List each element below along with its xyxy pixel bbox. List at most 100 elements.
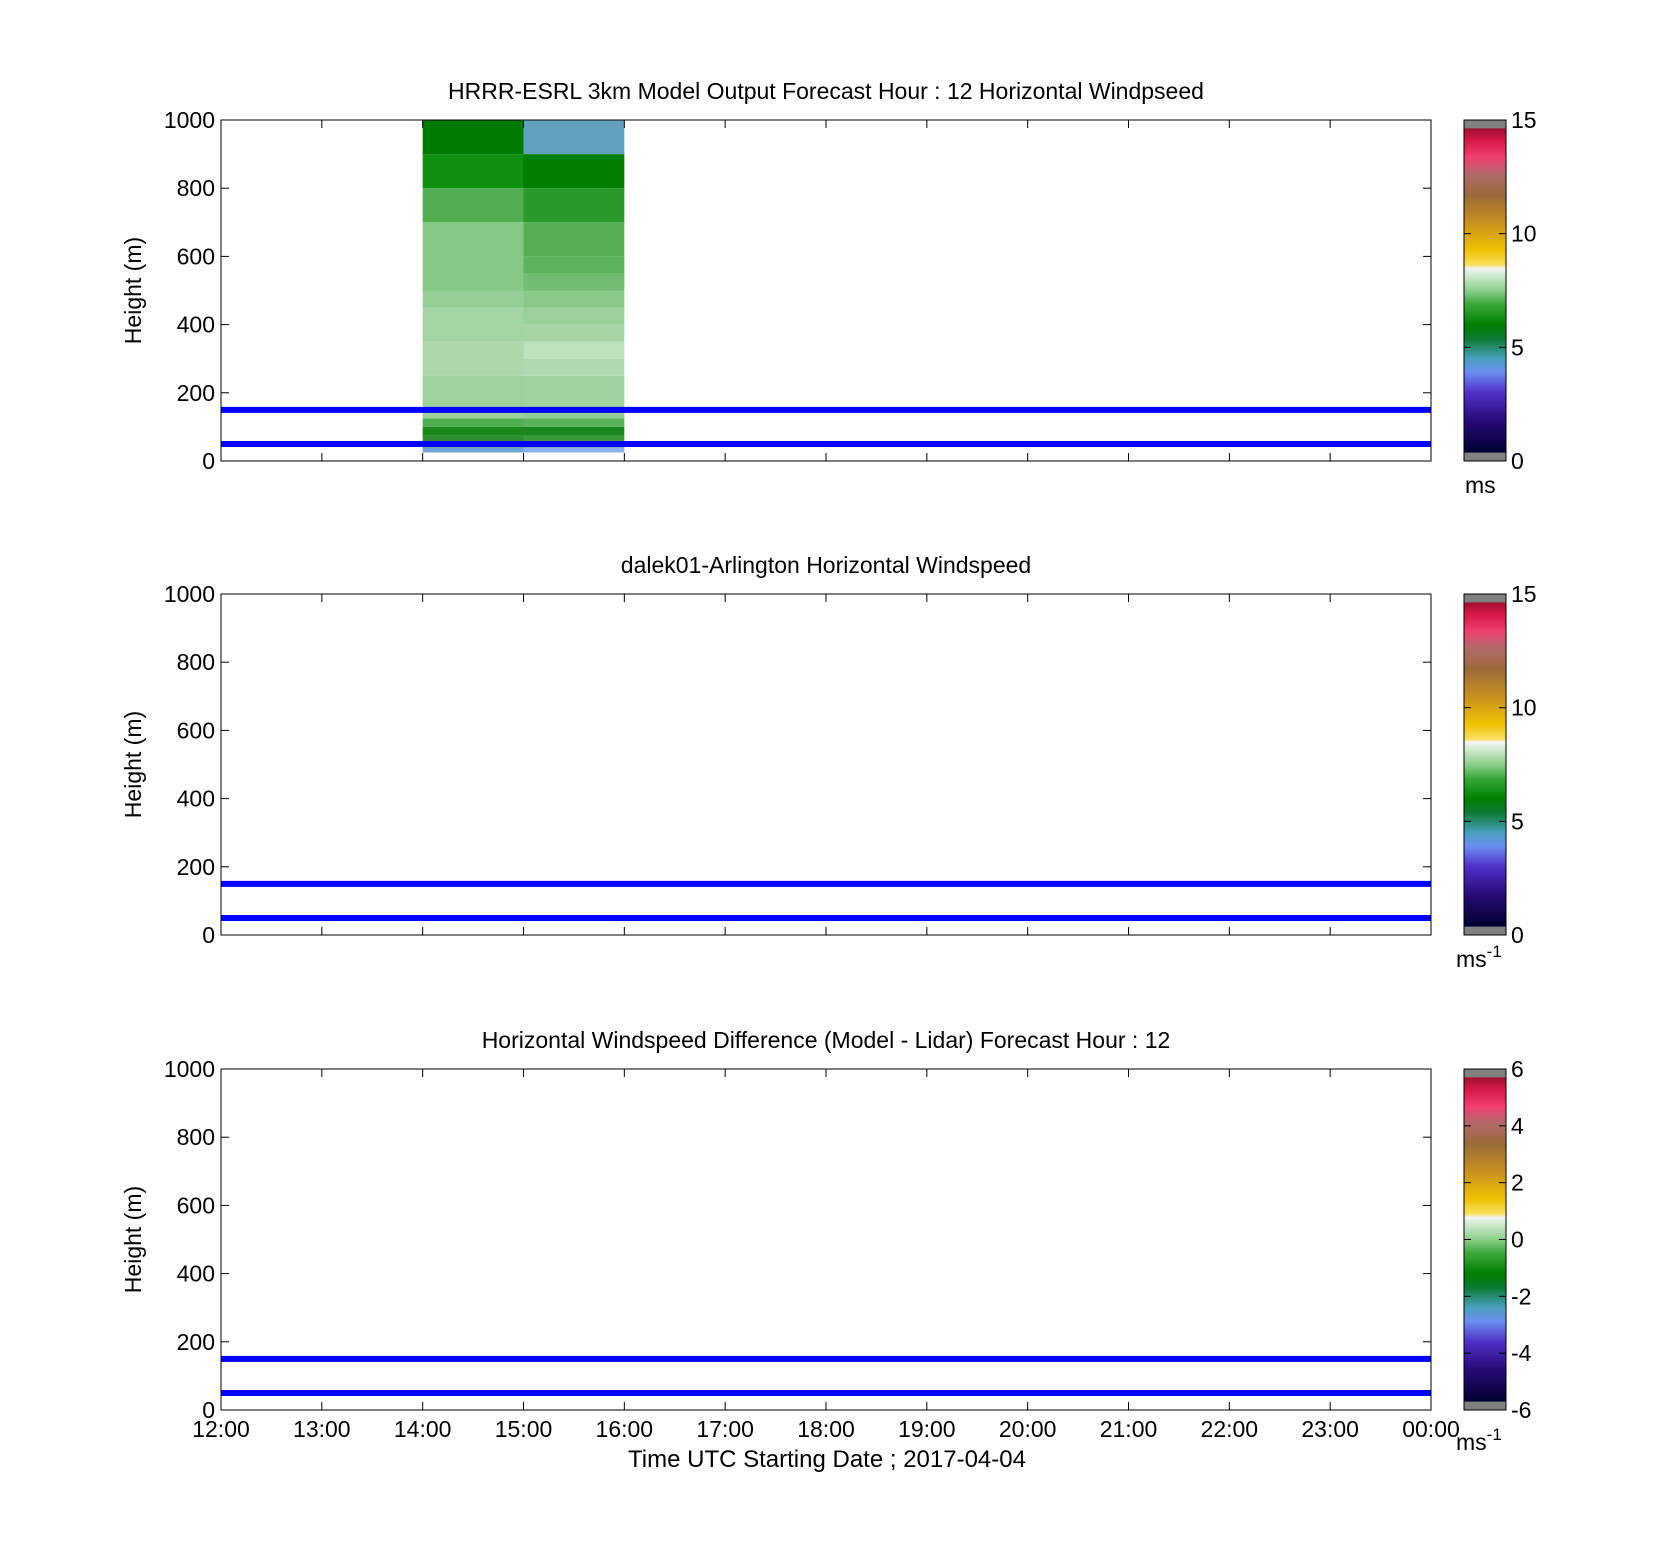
colorbar-tick-label: 0	[1511, 448, 1524, 474]
colorbar-gradient	[1463, 593, 1507, 936]
heatmap-cell	[422, 418, 524, 427]
colorbar-ticks: -6 -4 -2 0 2 4 6	[1464, 1056, 1532, 1423]
colorbar-gradient	[1463, 119, 1507, 462]
heatmap-cell	[422, 154, 524, 189]
colorbar-unit: ms-1	[1456, 942, 1502, 972]
x-axis-label: Time UTC Starting Date ; 2017-04-04	[628, 1446, 1026, 1473]
x-tick-label: 21:00	[1100, 1416, 1158, 1442]
heatmap-cell	[422, 341, 524, 376]
y-tick-label: 400	[177, 1261, 215, 1287]
y-axis-label: Height (m)	[120, 237, 146, 344]
heatmap-cell	[523, 409, 625, 419]
heatmap-cell	[523, 273, 625, 291]
reference-lines	[221, 1355, 1431, 1396]
colorbar: 0 5 10 15 ms	[1463, 107, 1537, 498]
colorbar-tick-label: 15	[1511, 107, 1537, 133]
heatmap-cell	[523, 120, 625, 155]
colorbar-tick-label: 2	[1511, 1170, 1524, 1196]
heatmap-cell	[422, 447, 524, 453]
colorbar-tick-label: 5	[1511, 808, 1524, 834]
y-tick-label: 1000	[164, 581, 215, 607]
colorbar-tick-label: -4	[1511, 1340, 1532, 1366]
y-tick-label: 600	[177, 717, 215, 743]
heatmap-cell	[523, 341, 625, 359]
y-tick-label: 600	[177, 1192, 215, 1218]
heatmap-cell	[422, 222, 524, 291]
y-axis-label: Height (m)	[120, 1186, 146, 1293]
x-axis	[220, 594, 1432, 935]
y-tick-label: 1000	[164, 1056, 215, 1082]
x-tick-label: 23:00	[1301, 1416, 1359, 1442]
lidar-windspeed-panel: dalek01-Arlington Horizontal Windspeed H…	[120, 552, 1537, 972]
y-tick-label: 400	[177, 786, 215, 812]
x-axis	[220, 120, 1432, 461]
colorbar-tick-label: -6	[1511, 1397, 1531, 1423]
heatmap-cell	[422, 188, 524, 223]
x-tick-label: 22:00	[1201, 1416, 1259, 1442]
panel-title: HRRR-ESRL 3km Model Output Forecast Hour…	[448, 78, 1204, 104]
colorbar-tick-label: -2	[1511, 1283, 1531, 1309]
colorbar-tick-label: 0	[1511, 1227, 1524, 1253]
panel-title: Horizontal Windspeed Difference (Model -…	[482, 1027, 1171, 1053]
y-tick-label: 600	[177, 243, 215, 269]
heatmap-cell	[523, 426, 625, 436]
colorbar-unit: ms	[1465, 472, 1496, 498]
reference-lines	[221, 406, 1431, 447]
x-tick-label: 13:00	[293, 1416, 351, 1442]
heatmap-cell	[523, 222, 625, 257]
x-tick-label: 12:00	[192, 1416, 250, 1442]
colorbar-tick-label: 4	[1511, 1113, 1524, 1139]
y-tick-label: 800	[177, 649, 215, 675]
x-tick-label: 16:00	[596, 1416, 654, 1442]
heatmap-cell	[523, 358, 625, 376]
colorbar-ticks: 0 5 10 15	[1464, 581, 1537, 948]
y-axis-label: Height (m)	[120, 711, 146, 818]
heatmap-cell	[523, 154, 625, 189]
colorbar-tick-label: 0	[1511, 922, 1524, 948]
colorbar-unit: ms-1	[1456, 1425, 1502, 1455]
heatmap-cell	[422, 426, 524, 436]
heatmap-cell	[523, 290, 625, 308]
colorbar-ticks: 0 5 10 15	[1464, 107, 1537, 474]
y-tick-label: 1000	[164, 107, 215, 133]
heatmap-cell	[523, 418, 625, 427]
heatmap-cell	[422, 290, 524, 308]
x-axis: 12:00 13:00 14:00 15:00 16:00 17:00 18:00 19:00…	[192, 1069, 1460, 1442]
y-axis: 0 200 400 600 800 1000	[164, 107, 1431, 474]
colorbar-tick-label: 10	[1511, 221, 1537, 247]
heatmap-cells	[422, 120, 625, 453]
x-tick-label: 15:00	[495, 1416, 553, 1442]
x-tick-label: 17:00	[696, 1416, 754, 1442]
heatmap-cell	[523, 307, 625, 325]
heatmap-cell	[523, 256, 625, 274]
x-tick-label: 00:00	[1402, 1416, 1460, 1442]
colorbar: -6 -4 -2 0 2 4 6 ms-1	[1456, 1056, 1532, 1455]
y-tick-label: 200	[177, 380, 215, 406]
model-windspeed-panel: HRRR-ESRL 3km Model Output Forecast Hour…	[120, 78, 1537, 498]
heatmap-cell	[523, 324, 625, 342]
reference-lines	[221, 880, 1431, 921]
y-axis: 0 200 400 600 800 1000	[164, 1056, 1431, 1423]
heatmap-cell	[523, 447, 625, 453]
colorbar-tick-label: 6	[1511, 1056, 1524, 1082]
panel-title: dalek01-Arlington Horizontal Windspeed	[621, 552, 1031, 578]
heatmap-cell	[523, 188, 625, 223]
heatmap-cell	[422, 307, 524, 342]
colorbar: 0 5 10 15 ms-1	[1456, 581, 1537, 972]
heatmap-cell	[523, 375, 625, 410]
y-tick-label: 800	[177, 1124, 215, 1150]
colorbar-tick-label: 5	[1511, 334, 1524, 360]
x-tick-label: 18:00	[797, 1416, 855, 1442]
y-tick-label: 800	[177, 175, 215, 201]
heatmap-cell	[422, 120, 524, 155]
y-tick-label: 200	[177, 1329, 215, 1355]
y-tick-label: 0	[202, 1397, 215, 1423]
colorbar-tick-label: 15	[1511, 581, 1537, 607]
y-tick-label: 200	[177, 854, 215, 880]
x-tick-label: 20:00	[999, 1416, 1057, 1442]
x-tick-label: 14:00	[394, 1416, 452, 1442]
x-tick-label: 19:00	[898, 1416, 956, 1442]
y-axis: 0 200 400 600 800 1000	[164, 581, 1431, 948]
y-tick-label: 0	[202, 922, 215, 948]
